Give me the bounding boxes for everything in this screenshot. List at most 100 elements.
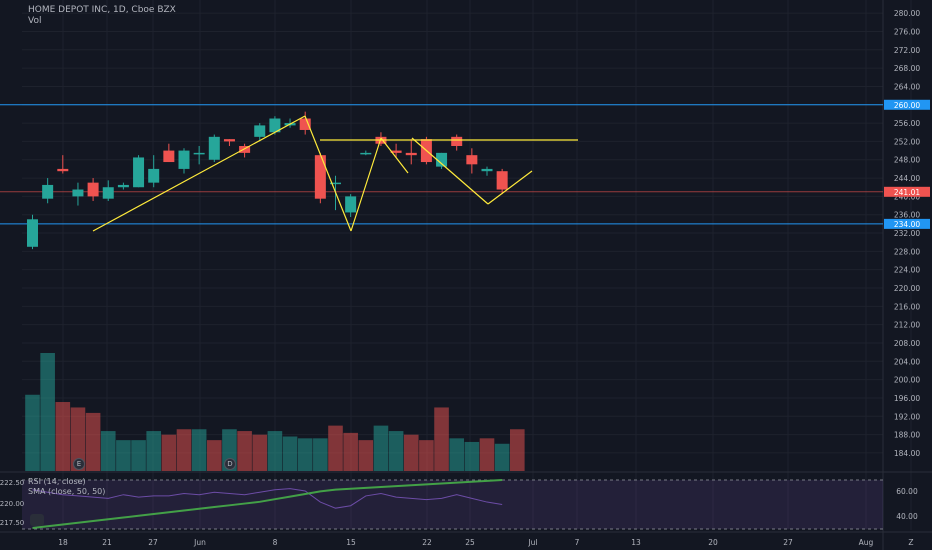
volume-bar [373, 425, 389, 471]
volume-bar [434, 407, 449, 471]
price-badge-label: 260.00 [894, 101, 920, 110]
candle-body [193, 152, 205, 155]
candle-body [496, 171, 508, 190]
rsi-line [32, 488, 503, 509]
price-tick-label: 268.00 [894, 64, 920, 73]
candle [299, 111, 311, 135]
volume-bar [419, 440, 434, 471]
candle-body [390, 150, 402, 153]
volume-bar [40, 353, 55, 471]
sma-label: SMA (close, 50, 50) [28, 487, 106, 496]
candle-body [57, 168, 69, 172]
volume-bar [449, 438, 464, 471]
candle-body [451, 136, 463, 147]
tradingview-logo-icon [30, 514, 44, 526]
volume-bar [403, 434, 419, 471]
earnings-badge[interactable]: E [73, 458, 85, 470]
volume-bar [313, 438, 328, 471]
candle-body [148, 168, 160, 183]
candle-body [345, 196, 357, 213]
volume-bar [267, 431, 283, 471]
rsi-tick-label: 60.00 [896, 487, 918, 496]
price-tick-label: 280.00 [894, 9, 920, 18]
trend-line [304, 115, 352, 232]
candle [223, 139, 235, 147]
sma-line [32, 479, 503, 529]
candle [42, 178, 54, 204]
volume-bar [25, 394, 40, 471]
volume-bar [55, 402, 71, 471]
trend-line [380, 137, 409, 174]
candle [405, 139, 417, 165]
candle-body [117, 184, 129, 188]
trend-line [487, 170, 533, 205]
price-badge [884, 186, 930, 197]
price-badge [884, 99, 930, 110]
price-tick-label: 232.00 [894, 229, 920, 238]
candle [72, 182, 84, 206]
price-tick-label: 192.00 [894, 412, 920, 421]
candle-body [133, 157, 145, 188]
candle [193, 146, 205, 165]
volume-bar [100, 431, 116, 471]
rsi-band [22, 480, 883, 529]
volume-bar [237, 431, 252, 471]
price-tick-label: 240.00 [894, 192, 920, 201]
candle [254, 123, 266, 142]
trend-line [92, 115, 306, 232]
price-tick-label: 216.00 [894, 302, 920, 311]
candle-body [269, 118, 281, 133]
candle [360, 150, 372, 156]
date-tick-label: Z [908, 538, 913, 547]
price-tick-label: 228.00 [894, 247, 920, 256]
candle [481, 166, 493, 176]
candle [269, 116, 281, 135]
volume-bar [328, 425, 343, 471]
volume-bar [297, 438, 313, 471]
volume-bar [479, 438, 495, 471]
date-tick-label: 8 [273, 538, 278, 547]
date-tick-label: 15 [346, 538, 356, 547]
price-tick-label: 248.00 [894, 156, 920, 165]
dividend-badge[interactable]: D [224, 458, 236, 470]
candle-body [223, 139, 235, 142]
price-badge [884, 218, 930, 229]
date-tick-label: Jun [193, 538, 206, 547]
candle [436, 152, 448, 169]
sma-tick-label: 220.00 [0, 500, 24, 508]
volume-label: Vol [28, 16, 42, 26]
price-tick-label: 252.00 [894, 137, 920, 146]
trend-line [411, 137, 489, 205]
candle-body [330, 182, 341, 185]
volume-bar [176, 429, 192, 471]
candle [390, 143, 402, 158]
volume-bar [464, 441, 480, 471]
candle-body [481, 168, 493, 172]
sma-tick-label: 222.50 [0, 479, 24, 487]
candle-body [299, 118, 311, 130]
candle [57, 155, 69, 174]
price-tick-label: 196.00 [894, 394, 920, 403]
candle-body [42, 184, 54, 199]
price-tick-label: 256.00 [894, 119, 920, 128]
volume-bar [510, 429, 525, 471]
candle [208, 134, 220, 163]
volume-bar [358, 440, 374, 471]
volume-bar [85, 412, 101, 471]
volume-bar [146, 431, 161, 471]
date-tick-label: Jul [527, 538, 537, 547]
candle-body [87, 182, 99, 197]
candle [345, 194, 357, 218]
sma-tick-label: 217.50 [0, 519, 24, 527]
date-tick-label: 22 [422, 538, 432, 547]
candle-body [466, 155, 478, 165]
price-tick-label: 188.00 [894, 431, 920, 440]
volume-bar [131, 440, 146, 471]
candle-body [254, 125, 266, 137]
chart-title: HOME DEPOT INC, 1D, Cboe BZX [28, 5, 176, 15]
candle [466, 148, 478, 174]
trend-line [350, 137, 382, 232]
candle [133, 155, 145, 188]
candle-body [436, 152, 448, 167]
